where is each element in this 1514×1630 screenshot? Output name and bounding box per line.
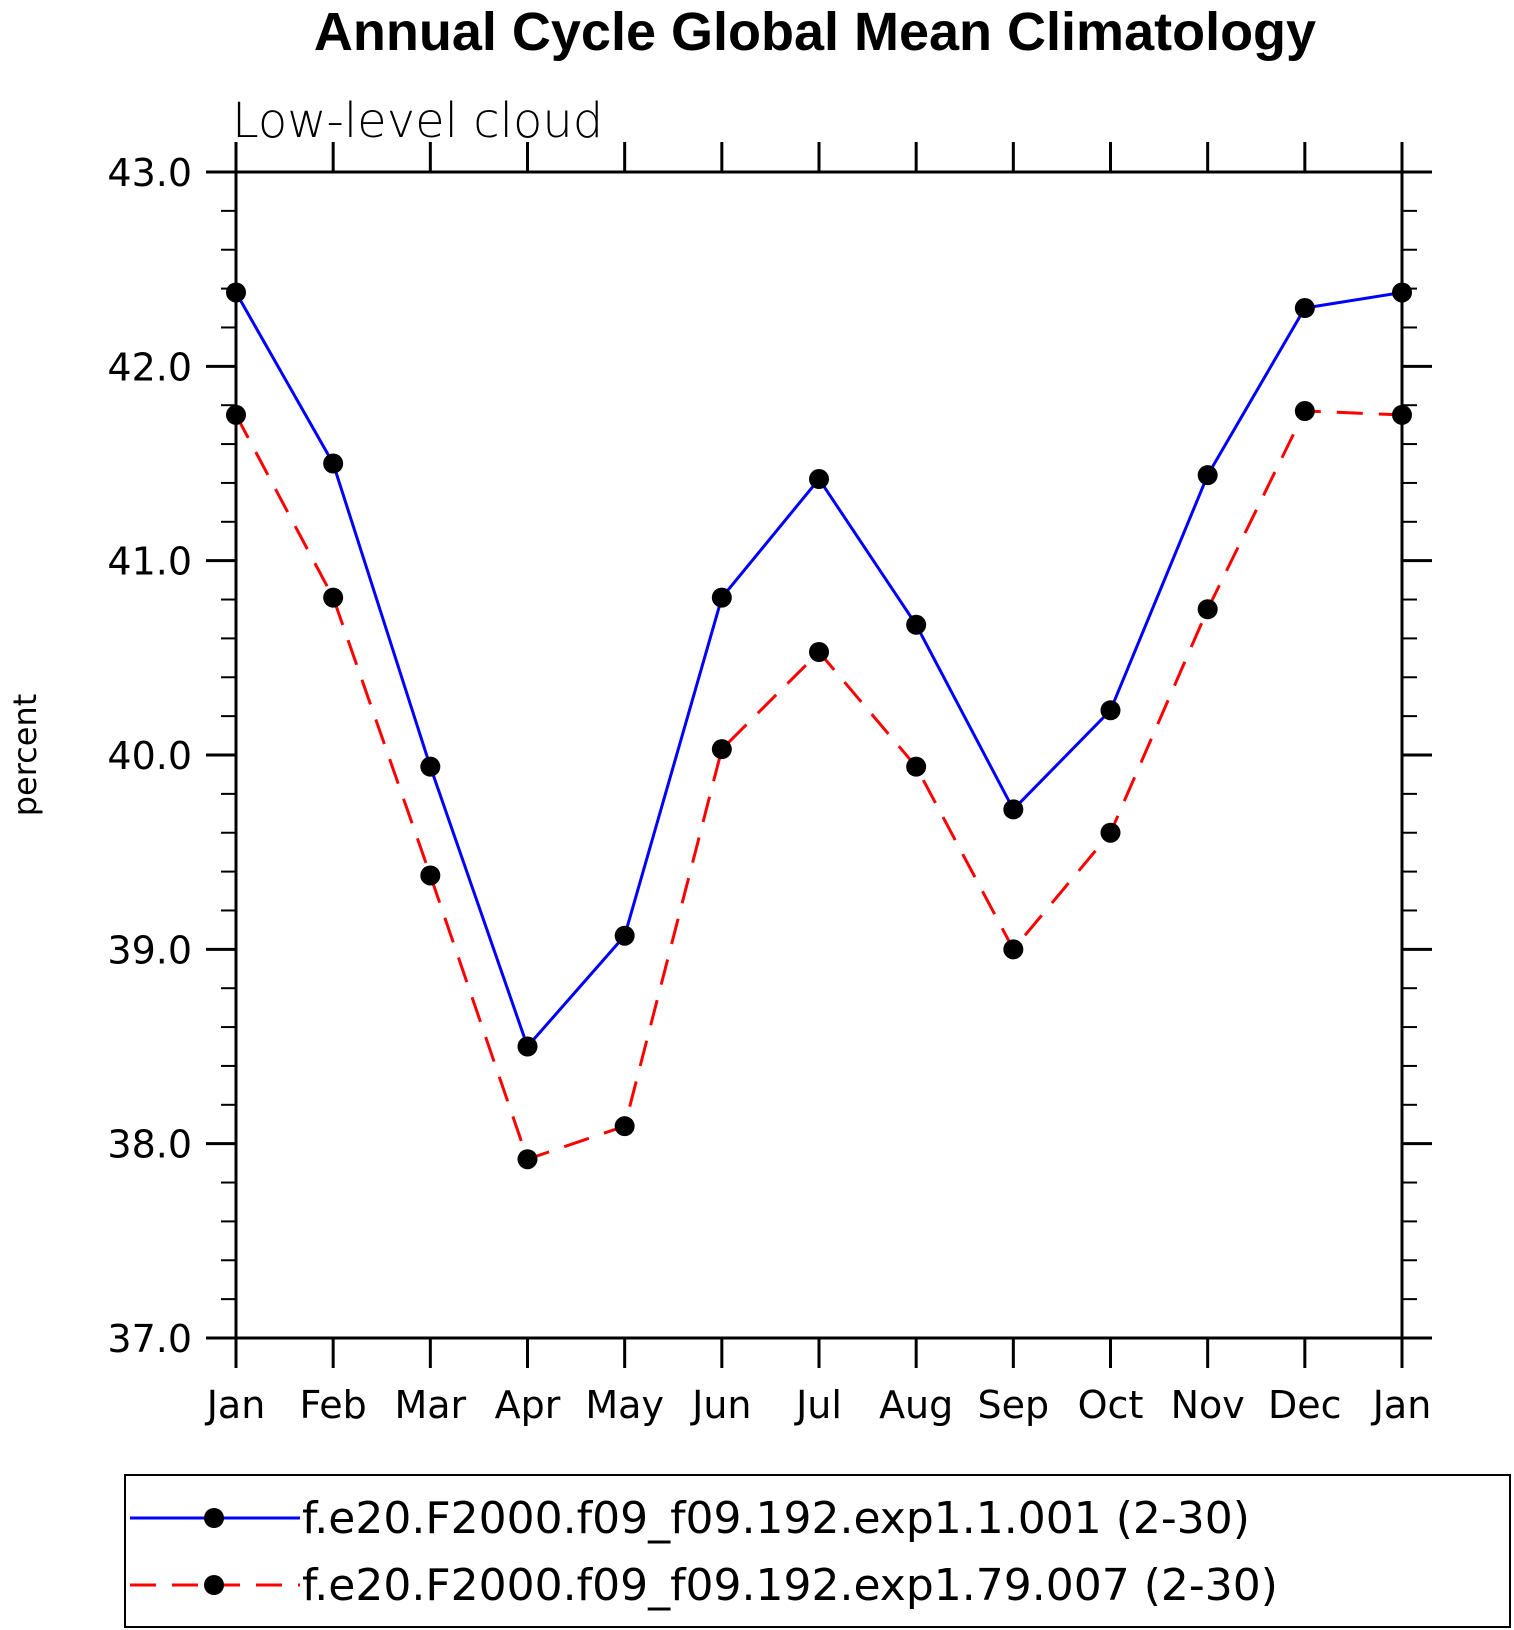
x-tick-label: Jan — [1371, 1383, 1432, 1427]
y-tick-label: 43.0 — [107, 151, 192, 195]
legend-label-series-1: f.e20.F2000.f09_f09.192.exp1.1.001 (2-30… — [302, 1493, 1250, 1544]
series-2-point — [1100, 822, 1121, 843]
x-tick-label: Sep — [978, 1383, 1050, 1427]
y-tick-label: 41.0 — [107, 540, 192, 584]
x-tick-label: Jun — [690, 1383, 751, 1427]
x-tick-label: Nov — [1171, 1383, 1245, 1427]
chart-title: Annual Cycle Global Mean Climatology — [314, 2, 1316, 62]
y-tick-label: 42.0 — [107, 345, 192, 389]
y-tick-label: 39.0 — [107, 928, 192, 972]
series-2-point — [906, 756, 927, 777]
series-1-point — [226, 282, 246, 303]
series-markers — [226, 282, 1412, 1170]
legend-label-series-2: f.e20.F2000.f09_f09.192.exp1.79.007 (2-3… — [302, 1560, 1278, 1611]
legend-box — [124, 1474, 1511, 1628]
x-tick-label: Apr — [495, 1383, 561, 1427]
series-2-point — [323, 587, 344, 608]
series-1-point — [1100, 700, 1121, 721]
x-tick-label: Jul — [794, 1383, 842, 1427]
series-1-point — [323, 453, 344, 474]
y-axis-label: percent — [6, 694, 44, 817]
series-line-1 — [234, 291, 1403, 1050]
y-tick-label: 37.0 — [107, 1317, 192, 1361]
legend-marker-series-1 — [204, 1508, 224, 1528]
series-lines — [234, 291, 1403, 1162]
x-tick-label: Mar — [394, 1383, 466, 1427]
series-2-point — [809, 642, 829, 663]
series-line-2 — [234, 409, 1403, 1162]
series-1-point — [614, 925, 635, 946]
series-2-point — [420, 865, 441, 886]
x-tick-label: Jan — [205, 1383, 266, 1427]
series-2-point — [1197, 599, 1218, 620]
x-tick-label: Aug — [879, 1383, 953, 1427]
series-2-point — [1392, 404, 1412, 425]
legend-marker-series-2 — [204, 1575, 224, 1595]
x-tick-label: May — [585, 1383, 664, 1427]
series-2-point — [614, 1116, 635, 1137]
series-1-point — [711, 587, 732, 608]
y-tick-label: 38.0 — [107, 1123, 192, 1167]
x-tick-label: Dec — [1268, 1383, 1342, 1427]
series-1-point — [1294, 298, 1315, 319]
series-1-point — [1197, 465, 1218, 486]
series-2-point — [1003, 939, 1024, 960]
series-1-point — [420, 756, 441, 777]
series-2-point — [226, 404, 246, 425]
x-tick-label: Oct — [1078, 1383, 1144, 1427]
chart-subtitle: Low-level cloud — [232, 93, 603, 149]
legend: f.e20.F2000.f09_f09.192.exp1.1.001 (2-30… — [124, 1474, 1511, 1628]
plot-frame — [234, 170, 1404, 1340]
series-2-point — [1294, 401, 1315, 422]
series-1-point — [1003, 799, 1024, 820]
x-tick-label: Feb — [300, 1383, 367, 1427]
series-1-point — [906, 614, 927, 635]
series-1-point — [517, 1036, 538, 1057]
series-1-point — [1392, 282, 1412, 303]
y-tick-label: 40.0 — [107, 734, 192, 778]
series-2-point — [517, 1149, 538, 1170]
plot-axes: 37.0 38.0 39.0 40.0 41.0 42.0 43.0 Jan Feb Mar Apr… — [107, 142, 1432, 1427]
series-1-point — [809, 469, 829, 490]
series-2-point — [711, 739, 732, 760]
